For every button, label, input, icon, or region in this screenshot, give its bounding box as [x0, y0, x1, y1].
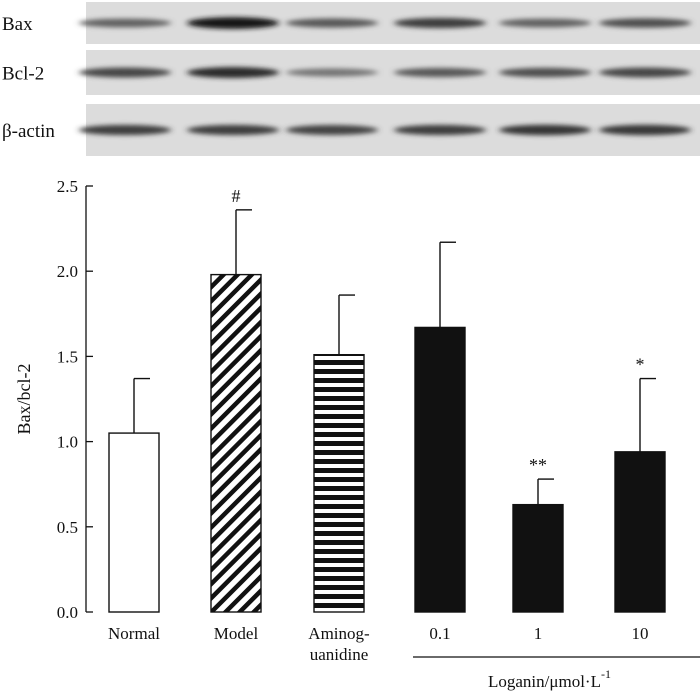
blot-band: [499, 124, 591, 136]
x-tick-label: 1: [534, 624, 543, 643]
x-tick-label: Aminog-uanidine: [308, 624, 370, 664]
blot-band: [394, 124, 486, 136]
significance-marker: #: [232, 186, 241, 206]
y-axis: 0.0 0.5 1.0 1.5 2.0 2.5: [57, 177, 93, 622]
bar-chart: 0.00.51.01.52.02.5 #*** Normal Model Amino…: [14, 177, 700, 691]
blot-band: [187, 67, 279, 78]
bar: [108, 432, 160, 613]
bar: [414, 326, 466, 613]
x-tick-label: Normal: [108, 624, 160, 643]
blot-band: [79, 124, 171, 136]
bars: #***: [108, 186, 666, 613]
blot-row-label: Bcl-2: [2, 64, 44, 85]
bar: [210, 273, 262, 613]
y-axis-label: Bax/bcl-2: [14, 364, 34, 435]
blot-band: [187, 17, 279, 29]
y-tick-label: 0.5: [57, 518, 78, 537]
group-label-exponent: -1: [601, 667, 611, 681]
y-tick-label: 1.0: [57, 433, 78, 452]
bar: [614, 451, 666, 613]
significance-marker: *: [636, 355, 645, 375]
x-tick-label: Model: [214, 624, 259, 643]
blot-band: [187, 124, 279, 136]
bar: [313, 353, 365, 613]
blot-row-label: β-actin: [2, 121, 55, 142]
y-tick-label: 2.5: [57, 177, 78, 196]
blot-row-label: Bax: [2, 14, 33, 35]
y-tick-label: 0.0: [57, 603, 78, 622]
blot-band: [79, 67, 171, 78]
blot-band: [599, 18, 691, 28]
blot-band: [286, 68, 378, 77]
group-label-text: Loganin/μmol·L: [488, 672, 601, 691]
blot-band: [286, 124, 378, 136]
blot-band: [394, 17, 486, 29]
y-tick-label: 2.0: [57, 262, 78, 281]
blot-band: [286, 18, 378, 28]
loganin-group-label: Loganin/μmol·L-1: [488, 667, 611, 691]
bar: [512, 503, 564, 613]
x-tick-label: 10: [632, 624, 649, 643]
blot-band: [499, 18, 591, 28]
western-blot-panel: Bax Bcl-2 β-actin: [2, 2, 700, 156]
x-axis-labels: Normal Model Aminog-uanidine 0.1 1 10: [108, 624, 648, 664]
blot-band: [599, 67, 691, 78]
blot-band: [79, 18, 171, 28]
y-tick-label: 1.5: [57, 347, 78, 366]
blot-band: [599, 124, 691, 136]
x-tick-label: 0.1: [429, 624, 450, 643]
blot-band: [499, 67, 591, 78]
blot-band: [394, 67, 486, 78]
significance-marker: **: [529, 455, 547, 475]
